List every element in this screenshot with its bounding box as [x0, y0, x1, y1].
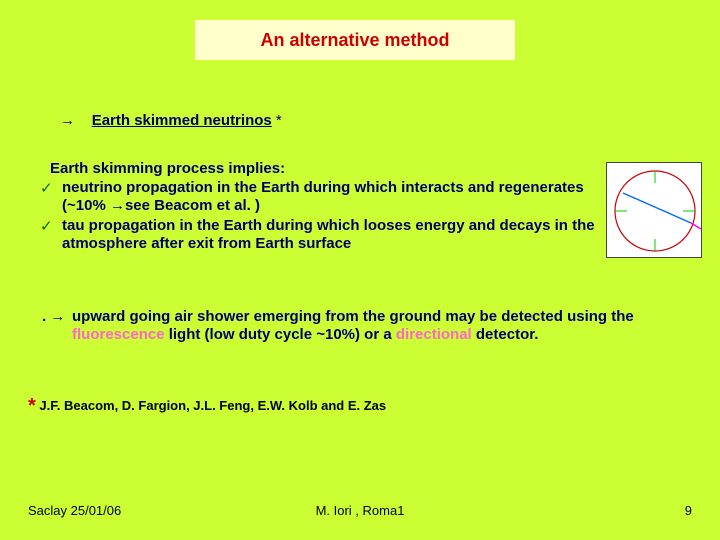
conclusion-mid: light (low duty cycle ~10%) or a [165, 326, 396, 343]
list-item: ✓ tau propagation in the Earth during wh… [40, 217, 600, 253]
conclusion-post: detector. [476, 326, 539, 343]
arrow-icon: . → [42, 308, 72, 325]
conclusion-text: upward going air shower emerging from th… [72, 308, 642, 344]
reference-text: J.F. Beacom, D. Fargion, J.L. Feng, E.W.… [39, 398, 386, 413]
heading-text: Earth skimmed neutrinos [92, 112, 272, 129]
bullet-text: neutrino propagation in the Earth during… [62, 179, 600, 215]
reference-star: * [28, 395, 36, 417]
conclusion-pre: upward going air shower emerging from th… [72, 308, 634, 325]
slide-title: An alternative method [260, 30, 449, 51]
page-number: 9 [685, 503, 692, 518]
footer-date: Saclay 25/01/06 [28, 503, 121, 518]
check-icon: ✓ [40, 217, 62, 235]
bullet-block: Earth skimming process implies: ✓ neutri… [40, 160, 600, 255]
arrow-icon: → [60, 112, 75, 129]
bullet-intro: Earth skimming process implies: [50, 160, 600, 177]
bullet-text: tau propagation in the Earth during whic… [62, 217, 600, 253]
reference-line: * J.F. Beacom, D. Fargion, J.L. Feng, E.… [28, 395, 386, 418]
check-icon: ✓ [40, 179, 62, 197]
highlight-fluorescence: fluorescence [72, 326, 165, 343]
chord-icon [623, 193, 691, 223]
footer-author: M. Iori , Roma1 [316, 503, 405, 518]
earth-diagram [606, 162, 702, 258]
slide-title-box: An alternative method [195, 20, 515, 60]
conclusion-block: . → upward going air shower emerging fro… [42, 308, 642, 344]
list-item: ✓ neutrino propagation in the Earth duri… [40, 179, 600, 215]
highlight-directional: directional [396, 326, 476, 343]
heading-line: → Earth skimmed neutrinos * [60, 112, 282, 129]
heading-star: * [276, 112, 282, 129]
